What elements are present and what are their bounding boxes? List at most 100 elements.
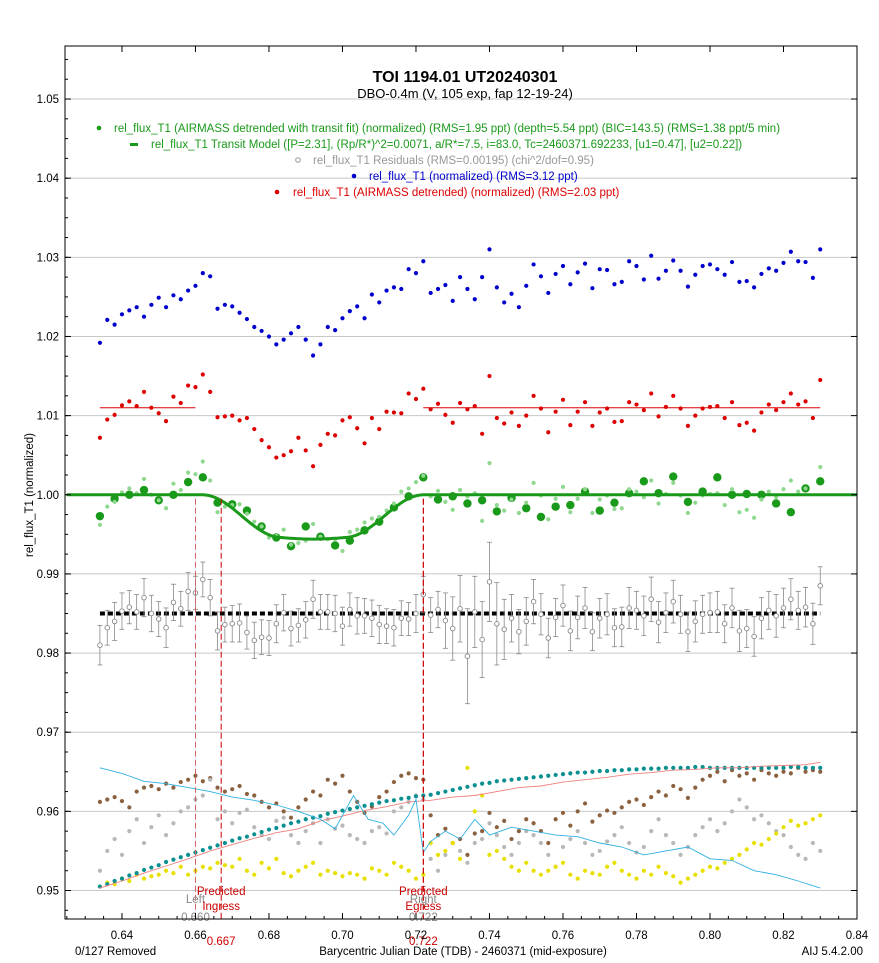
- series-0-point: [252, 324, 257, 330]
- series-1-point: [751, 428, 757, 433]
- series-6-point: [274, 818, 279, 823]
- series-0-point: [715, 267, 720, 272]
- marker-mid-label-1: Ingress: [202, 901, 240, 913]
- series-1-point: [707, 404, 713, 410]
- series-8-point: [634, 767, 639, 772]
- series-5-point: [318, 793, 323, 798]
- series-8-point: [575, 770, 580, 775]
- series-8-point: [318, 814, 323, 819]
- residual-point: [523, 618, 529, 625]
- series-0-point: [531, 262, 536, 267]
- series-8-point: [524, 776, 529, 781]
- series-8-point: [604, 768, 610, 774]
- residual-point: [207, 594, 213, 601]
- series-6-point: [788, 844, 793, 850]
- residual-point: [119, 608, 125, 614]
- series-7-point: [281, 870, 286, 876]
- series-8-point: [582, 770, 588, 775]
- series-8-point: [766, 765, 771, 770]
- series-5-point: [296, 805, 301, 810]
- series-0-point: [274, 342, 279, 347]
- transit-markers: Left0.660PredictedIngress0.667PredictedE…: [181, 498, 448, 948]
- series-1-point: [435, 401, 441, 406]
- series-8-point: [377, 800, 382, 805]
- series-3-point: [568, 510, 573, 515]
- residual-point: [567, 628, 574, 634]
- residual-point: [133, 609, 140, 615]
- series-0-point: [656, 276, 661, 281]
- legend: rel_flux_T1 (AIRMASS detrended with tran…: [96, 123, 780, 199]
- series-1-point: [141, 389, 147, 394]
- residual-point: [685, 628, 691, 635]
- legend-label-detrended-fit: rel_flux_T1 (AIRMASS detrended with tran…: [114, 123, 780, 135]
- series-3-point: [590, 510, 595, 516]
- series-2-binned-point: [183, 477, 193, 487]
- series-0-point: [575, 270, 580, 275]
- marker-top-label-0: Left: [186, 894, 206, 906]
- series-0-point: [259, 328, 264, 334]
- series-1-point: [627, 400, 632, 405]
- series-8-point: [450, 787, 455, 793]
- series-8-point: [516, 776, 521, 782]
- series-7-point: [208, 866, 213, 871]
- series-8-point: [355, 805, 360, 810]
- series-5-point: [604, 808, 610, 813]
- series-8-point: [230, 838, 235, 843]
- residual-point: [677, 611, 684, 618]
- series-7-point: [568, 872, 573, 877]
- series-1-point: [457, 400, 463, 406]
- series-8-point: [281, 823, 286, 828]
- series-6-point: [281, 815, 286, 820]
- series-0-point: [105, 317, 110, 322]
- series-0-point: [781, 260, 786, 265]
- series-6-point: [428, 856, 433, 861]
- series-2-binned-point: [536, 512, 546, 522]
- series-1-point: [671, 393, 676, 398]
- series-1-point: [612, 419, 617, 425]
- series-1-point: [678, 406, 683, 411]
- series-8-point: [671, 765, 676, 770]
- series-2-binned-point: [477, 496, 487, 505]
- y-tick-label-10: 1.05: [37, 94, 59, 106]
- series-0-point: [685, 284, 691, 289]
- series-0-point: [796, 259, 801, 264]
- series-1-point: [310, 464, 316, 469]
- series-1-point: [421, 386, 426, 391]
- series-3-point: [634, 489, 639, 494]
- series-6-point: [480, 836, 485, 842]
- series-6-point: [678, 852, 683, 857]
- series-0-point: [751, 285, 757, 290]
- series-3-point: [310, 521, 316, 527]
- series-1-point: [296, 435, 301, 440]
- series-0-point: [634, 263, 639, 269]
- residual-point: [780, 605, 787, 611]
- series-8-point: [649, 766, 654, 771]
- series-7-point: [413, 876, 419, 881]
- series-1-point: [531, 393, 536, 398]
- legend-swatch-normalized: [351, 173, 357, 179]
- series-6-point: [612, 833, 617, 838]
- series-6-point: [163, 833, 169, 838]
- series-6-point: [457, 848, 463, 854]
- series-0-point: [399, 286, 404, 292]
- residual-point: [472, 609, 478, 615]
- series-2-binned-point: [433, 495, 443, 504]
- series-8-point: [413, 794, 419, 799]
- x-tick-label-2: 0.68: [258, 930, 280, 942]
- series-6-point: [656, 817, 661, 822]
- series-0-point: [590, 286, 595, 291]
- series-0-point: [244, 316, 250, 322]
- series-8-point: [127, 873, 132, 878]
- x-tick-label-3: 0.70: [331, 930, 353, 942]
- series-3-point: [781, 487, 786, 492]
- residual-point: [743, 625, 750, 632]
- series-7-point: [406, 868, 411, 873]
- series-7-point: [766, 836, 771, 842]
- series-5-point: [119, 798, 125, 804]
- series-8-point: [546, 773, 551, 778]
- series-8-point: [494, 779, 499, 784]
- residual-point: [596, 615, 603, 621]
- series-6-point: [590, 852, 595, 857]
- series-8-point: [384, 798, 389, 804]
